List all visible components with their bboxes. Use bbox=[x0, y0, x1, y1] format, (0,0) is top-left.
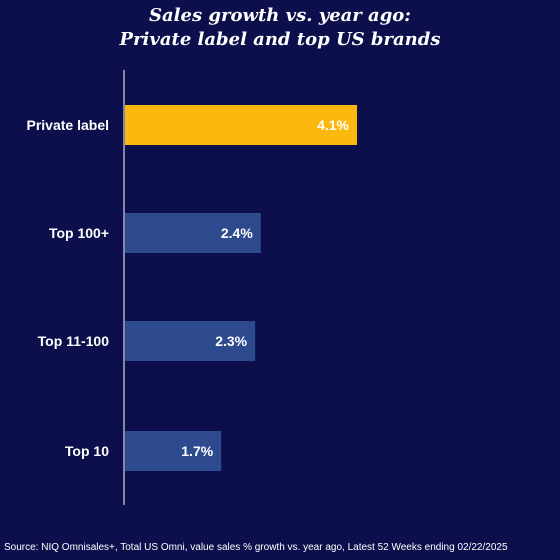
source-note: Source: NIQ Omnisales+, Total US Omni, v… bbox=[4, 542, 508, 553]
category-label-2: Top 11-100 bbox=[38, 333, 110, 349]
value-label-3: 1.7% bbox=[181, 443, 213, 459]
bar-2 bbox=[125, 321, 256, 361]
chart-title-line-2: Private label and top US brands bbox=[119, 29, 441, 50]
category-label-0: Private label bbox=[27, 117, 110, 133]
value-label-1: 2.4% bbox=[221, 225, 253, 241]
bar-0 bbox=[125, 105, 357, 145]
category-label-3: Top 10 bbox=[65, 443, 109, 459]
value-label-0: 4.1% bbox=[317, 117, 349, 133]
value-label-2: 2.3% bbox=[215, 333, 247, 349]
category-label-1: Top 100+ bbox=[49, 225, 109, 241]
bar-chart: Private label 4.1% Top 100+ 2.4% Top 11-100 2… bbox=[27, 70, 357, 505]
bar-1 bbox=[125, 213, 261, 253]
bar-3 bbox=[125, 431, 222, 471]
chart-title-line-1: Sales growth vs. year ago: bbox=[149, 5, 411, 26]
